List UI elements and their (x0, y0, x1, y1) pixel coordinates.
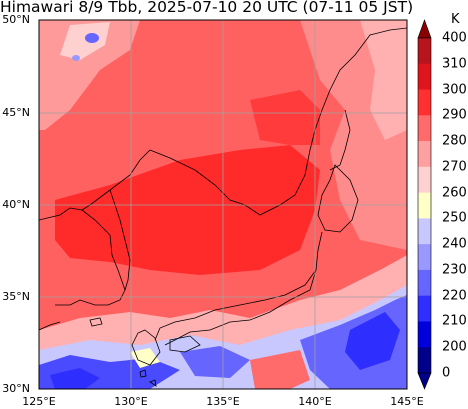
colorbar-segment (418, 166, 431, 194)
very-cold-cloud-center (180, 346, 250, 378)
honshu-coastline (154, 231, 323, 341)
colorbar-tick-label: 200 (442, 339, 467, 355)
colorbar-tick-label: 280 (442, 133, 467, 149)
colorbar-segment (418, 244, 431, 271)
lat-label-40: 40°N (2, 198, 30, 211)
colorbar-segment (418, 38, 431, 65)
colorbar-bottom-extend (417, 372, 432, 390)
lat-label-45: 45°N (2, 106, 30, 119)
colorbar-frame (417, 37, 432, 374)
colorbar-tick-label: 290 (442, 107, 467, 123)
lat-label-30: 30°N (2, 382, 30, 395)
lon-label-140: 140°E (298, 395, 332, 408)
hokkaido-coastline (317, 164, 359, 233)
coldest-cloud-east (345, 312, 400, 370)
colorbar-segment (418, 295, 431, 322)
lon-label-135: 135°E (206, 395, 240, 408)
colorbar-segment (418, 218, 431, 245)
lon-label-145: 145°E (390, 395, 424, 408)
blue-patch-north (85, 33, 99, 43)
colorbar-segment (418, 141, 431, 168)
korea-coastline (55, 209, 126, 306)
colorbar-tick-label: 240 (442, 236, 467, 252)
honshu-south-coast (164, 269, 317, 346)
jeju-coastline (89, 317, 103, 327)
lon-label-125: 125°E (22, 395, 56, 408)
colorbar-segment (418, 192, 431, 219)
colorbar-segment (418, 321, 431, 348)
warm-core-east (250, 90, 320, 145)
colorbar-segment (418, 63, 431, 91)
colorbar-tick-label: 300 (442, 82, 467, 98)
kyushu-coastline (131, 329, 161, 366)
colorbar-tick-label: 220 (442, 288, 467, 304)
colorbar (417, 19, 432, 390)
colorbar-tick-label: 0 (442, 365, 451, 381)
gridlines (39, 20, 407, 389)
warm-core-region (55, 145, 320, 275)
colorbar-tick-label: 270 (442, 159, 467, 175)
map-title: Himawari 8/9 Tbb, 2025-07-10 20 UTC (07-… (0, 0, 414, 16)
colorbar-top-extend (417, 19, 432, 39)
small-islands (139, 369, 157, 387)
colorbar-tick-label: 210 (442, 313, 467, 329)
colorbar-segment (418, 347, 431, 374)
colorbar-segment (418, 89, 431, 116)
warm-gap-south (250, 350, 310, 389)
shikoku-coastline (169, 335, 201, 353)
colorbar-unit: K (451, 12, 460, 27)
china-south-coast (39, 321, 61, 331)
coldest-cloud-west (50, 368, 100, 389)
colorbar-tick-label: 230 (442, 262, 467, 278)
colorbar-tick-label: 260 (442, 185, 467, 201)
russia-coastline (149, 27, 407, 216)
map-frame (38, 19, 408, 390)
colorbar-segment (418, 115, 431, 142)
colorbar-segment (418, 269, 431, 297)
pale-cloud-band (360, 20, 407, 140)
pale-yellow-patch (130, 348, 160, 368)
colorbar-tick-label: 250 (442, 210, 467, 226)
coastlines (39, 27, 407, 387)
northwest-cold-patch (60, 22, 110, 60)
lat-label-50: 50°N (2, 13, 30, 26)
blue-patch-small (72, 55, 80, 61)
lat-label-35: 35°N (2, 290, 30, 303)
colorbar-tick-label: 400 (442, 30, 467, 46)
colorbar-tick-label: 310 (442, 56, 467, 72)
lon-label-130: 130°E (114, 395, 148, 408)
